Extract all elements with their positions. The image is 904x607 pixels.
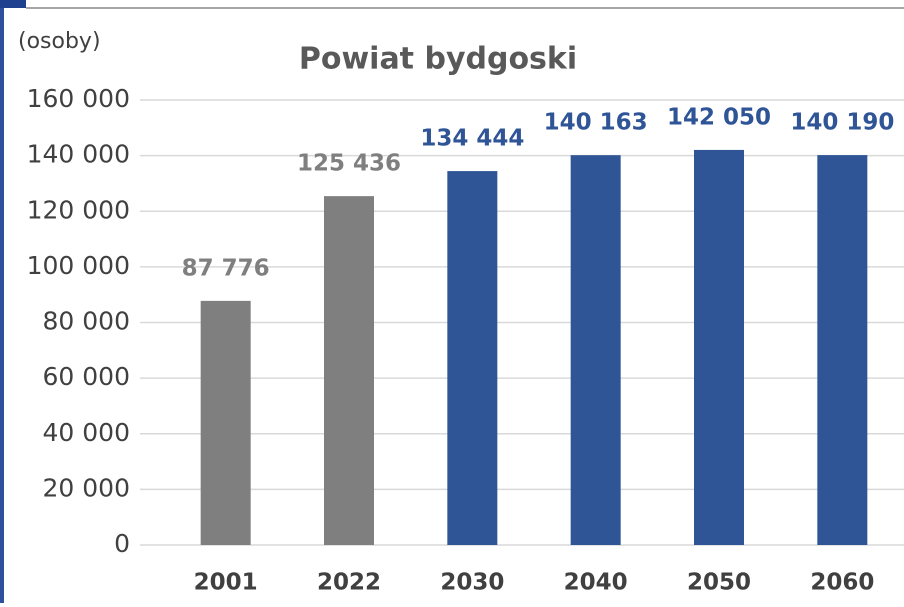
x-tick-label: 2022 (317, 570, 381, 596)
value-label: 87 776 (182, 255, 270, 281)
value-label: 134 444 (420, 126, 524, 152)
value-label: 142 050 (667, 104, 771, 130)
y-tick-label: 80 000 (43, 307, 130, 336)
x-tick-label: 2030 (440, 570, 504, 596)
bar (324, 196, 374, 546)
x-tick-label: 2040 (564, 570, 628, 596)
bar (570, 155, 621, 545)
value-label: 125 436 (297, 151, 401, 177)
bar (447, 171, 498, 545)
value-label: 140 163 (544, 110, 648, 136)
y-axis-label: (osoby) (18, 29, 101, 54)
y-tick-label: 140 000 (27, 140, 130, 169)
y-tick-label: 160 000 (27, 84, 130, 113)
frame-edge (0, 0, 4, 603)
y-tick-label: 60 000 (43, 362, 130, 391)
y-tick-label: 120 000 (27, 195, 130, 224)
x-tick-label: 2001 (194, 570, 258, 596)
x-tick-label: 2050 (687, 570, 751, 596)
y-tick-label: 100 000 (27, 251, 130, 280)
bar (200, 300, 251, 545)
y-tick-label: 40 000 (43, 418, 130, 447)
chart-title: Powiat bydgoski (299, 42, 577, 77)
bar (694, 149, 744, 545)
frame-corner (0, 0, 26, 8)
bar (817, 155, 868, 545)
y-tick-label: 20 000 (43, 473, 130, 502)
x-tick-label: 2060 (810, 570, 874, 596)
y-tick-label: 0 (114, 529, 130, 558)
value-label: 140 190 (790, 110, 894, 136)
